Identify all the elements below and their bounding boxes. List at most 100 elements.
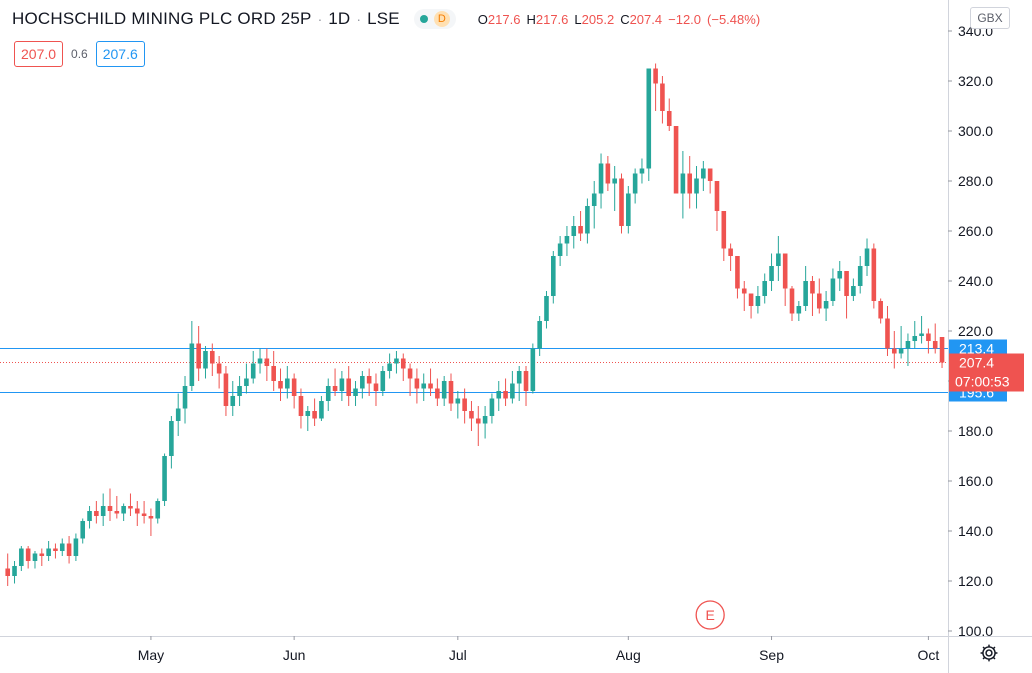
candle-body[interactable] — [407, 368, 413, 379]
candle-body[interactable] — [141, 513, 147, 517]
candle-body[interactable] — [32, 553, 38, 562]
candle-body[interactable] — [714, 181, 720, 211]
indicator-value-blue[interactable]: 207.6 — [95, 41, 145, 67]
candle-body[interactable] — [707, 168, 713, 182]
candle-body[interactable] — [728, 248, 733, 257]
candle-body[interactable] — [926, 333, 931, 342]
candle-body[interactable] — [537, 321, 542, 349]
candle-body[interactable] — [394, 358, 399, 364]
candle-body[interactable] — [475, 418, 481, 424]
candle-body[interactable] — [489, 398, 495, 417]
candle-body[interactable] — [885, 318, 890, 349]
market-status[interactable]: D — [413, 9, 456, 29]
candle-body[interactable] — [796, 306, 802, 314]
candle-body[interactable] — [285, 378, 290, 389]
candle-body[interactable] — [564, 236, 570, 244]
candle-body[interactable] — [510, 383, 515, 399]
candle-body[interactable] — [196, 343, 201, 369]
candle-body[interactable] — [346, 378, 351, 397]
candle-body[interactable] — [932, 341, 938, 349]
candle-body[interactable] — [373, 383, 379, 392]
candle-body[interactable] — [496, 391, 502, 399]
candle-body[interactable] — [721, 211, 727, 249]
candle-body[interactable] — [741, 288, 747, 294]
candle-body[interactable] — [162, 456, 167, 501]
candle-body[interactable] — [455, 398, 461, 404]
gear-icon[interactable] — [978, 642, 1000, 664]
candle-body[interactable] — [80, 521, 86, 539]
candle-body[interactable] — [469, 411, 474, 419]
candle-body[interactable] — [94, 511, 99, 516]
candle-body[interactable] — [203, 351, 208, 369]
candle-body[interactable] — [53, 548, 58, 552]
candle-body[interactable] — [755, 296, 761, 306]
candle-body[interactable] — [905, 341, 911, 349]
candle-body[interactable] — [864, 248, 870, 267]
candle-body[interactable] — [107, 506, 113, 511]
candle-body[interactable] — [244, 378, 249, 387]
candle-body[interactable] — [680, 173, 686, 194]
candle-body[interactable] — [687, 173, 692, 194]
candle-body[interactable] — [892, 348, 897, 354]
indicator-value-red[interactable]: 207.0 — [14, 41, 64, 67]
candle-body[interactable] — [626, 193, 631, 227]
candle-body[interactable] — [871, 248, 877, 302]
candle-body[interactable] — [271, 366, 276, 381]
candle-body[interactable] — [939, 337, 945, 363]
candle-body[interactable] — [898, 348, 904, 354]
candle-body[interactable] — [237, 386, 242, 396]
candle-body[interactable] — [448, 381, 454, 404]
candle-body[interactable] — [557, 243, 563, 257]
candle-body[interactable] — [660, 83, 665, 112]
candle-body[interactable] — [516, 371, 522, 384]
candle-body[interactable] — [844, 271, 849, 296]
candle-body[interactable] — [830, 278, 836, 302]
candle-body[interactable] — [632, 173, 638, 194]
candle-body[interactable] — [250, 363, 256, 379]
candle-body[interactable] — [503, 391, 508, 399]
candle-body[interactable] — [100, 506, 106, 516]
candle-body[interactable] — [523, 371, 529, 391]
candle-body[interactable] — [571, 226, 577, 236]
candle-body[interactable] — [769, 266, 774, 281]
candle-body[interactable] — [312, 411, 317, 419]
candle-body[interactable] — [264, 358, 270, 367]
candle-body[interactable] — [319, 401, 324, 419]
currency-button[interactable]: GBX — [970, 7, 1010, 29]
candle-body[interactable] — [619, 178, 624, 227]
candle-body[interactable] — [169, 421, 174, 456]
candle-body[interactable] — [701, 168, 706, 179]
candle-body[interactable] — [803, 281, 808, 306]
candle-body[interactable] — [789, 288, 795, 314]
candle-body[interactable] — [428, 383, 433, 389]
candle-body[interactable] — [585, 206, 590, 234]
candle-body[interactable] — [612, 178, 617, 184]
candle-body[interactable] — [414, 378, 420, 389]
candle-body[interactable] — [182, 386, 188, 409]
candle-body[interactable] — [155, 501, 161, 519]
candle-body[interactable] — [646, 68, 652, 169]
candle-body[interactable] — [653, 68, 658, 84]
candle-body[interactable] — [782, 253, 788, 289]
symbol-name[interactable]: HOCHSCHILD MINING PLC ORD 25P — [12, 9, 312, 28]
candle-body[interactable] — [462, 398, 467, 412]
candle-body[interactable] — [353, 388, 358, 397]
interval-label[interactable]: 1D — [328, 9, 351, 28]
candle-body[interactable] — [912, 336, 918, 341]
candle-body[interactable] — [748, 293, 754, 307]
candle-body[interactable] — [421, 383, 427, 389]
candle-body[interactable] — [148, 516, 154, 519]
candle-body[interactable] — [278, 381, 283, 389]
candle-body[interactable] — [387, 363, 392, 372]
candle-body[interactable] — [210, 351, 215, 364]
candle-body[interactable] — [175, 408, 181, 422]
candle-body[interactable] — [305, 411, 311, 416]
candle-body[interactable] — [578, 226, 583, 234]
candle-body[interactable] — [762, 281, 768, 296]
earnings-marker[interactable] — [695, 600, 725, 630]
candle-body[interactable] — [12, 566, 17, 576]
candle-body[interactable] — [591, 193, 597, 207]
candle-body[interactable] — [919, 333, 924, 337]
candle-body[interactable] — [257, 358, 263, 364]
